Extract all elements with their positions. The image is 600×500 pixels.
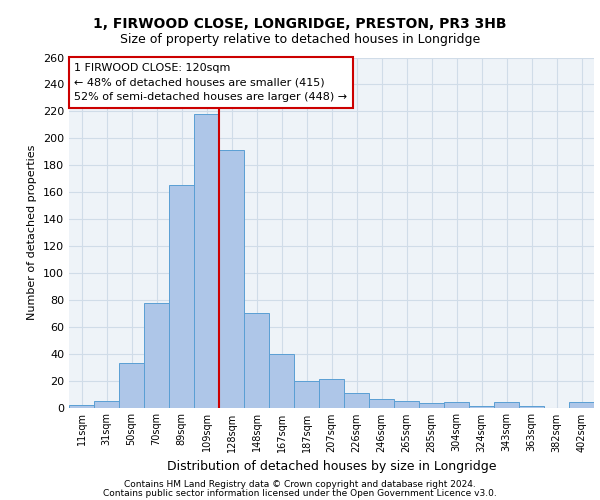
Bar: [469, 406, 494, 407]
Bar: [144, 302, 169, 408]
Bar: [369, 400, 394, 407]
Text: 1 FIRWOOD CLOSE: 120sqm
← 48% of detached houses are smaller (415)
52% of semi-d: 1 FIRWOOD CLOSE: 120sqm ← 48% of detache…: [74, 62, 347, 102]
Bar: [169, 186, 194, 408]
Bar: [194, 114, 219, 408]
Bar: [419, 404, 444, 407]
Bar: [119, 363, 144, 408]
Bar: [494, 402, 519, 407]
Bar: [319, 379, 344, 408]
Y-axis label: Number of detached properties: Number of detached properties: [28, 145, 37, 320]
Bar: [519, 406, 544, 407]
Bar: [269, 354, 294, 408]
Bar: [569, 402, 594, 407]
X-axis label: Distribution of detached houses by size in Longridge: Distribution of detached houses by size …: [167, 460, 496, 473]
Bar: [444, 402, 469, 407]
Text: Size of property relative to detached houses in Longridge: Size of property relative to detached ho…: [120, 34, 480, 46]
Bar: [94, 401, 119, 407]
Bar: [394, 401, 419, 407]
Bar: [294, 380, 319, 407]
Bar: [244, 314, 269, 408]
Bar: [69, 405, 94, 407]
Text: Contains public sector information licensed under the Open Government Licence v3: Contains public sector information licen…: [103, 489, 497, 498]
Bar: [344, 392, 369, 407]
Text: Contains HM Land Registry data © Crown copyright and database right 2024.: Contains HM Land Registry data © Crown c…: [124, 480, 476, 489]
Bar: [219, 150, 244, 408]
Text: 1, FIRWOOD CLOSE, LONGRIDGE, PRESTON, PR3 3HB: 1, FIRWOOD CLOSE, LONGRIDGE, PRESTON, PR…: [93, 18, 507, 32]
